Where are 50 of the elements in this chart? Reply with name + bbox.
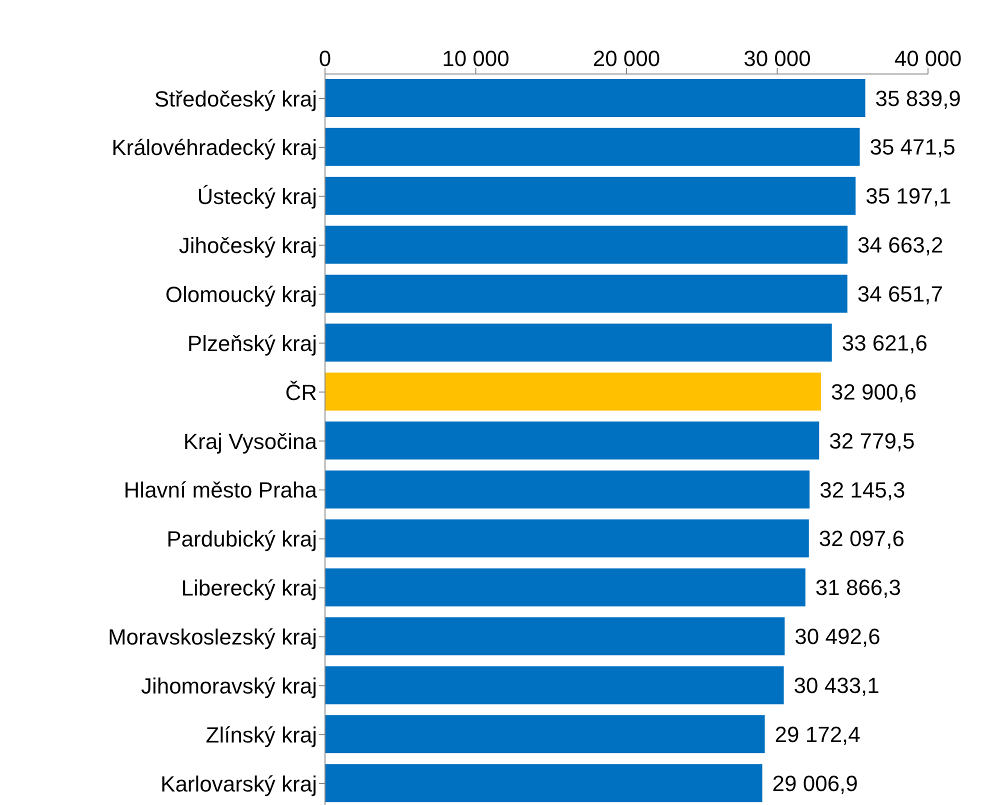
data-label: 34 651,7	[857, 282, 944, 307]
data-label: 35 471,5	[870, 134, 956, 160]
y-tick-label: Jihočeský kraj	[178, 233, 317, 258]
x-tick-label: 20 000	[592, 46, 660, 71]
data-label: 35 197,1	[866, 184, 952, 209]
data-label: 34 663,2	[858, 232, 944, 258]
y-tick-label: Jihomoravský kraj	[140, 673, 317, 698]
bar	[325, 324, 832, 362]
data-label: 32 097,6	[818, 526, 905, 552]
bar	[325, 176, 856, 215]
y-tick-label: Středočeský kraj	[154, 86, 317, 112]
y-tick-label: Olomoucký kraj	[165, 282, 317, 308]
bar	[325, 422, 820, 460]
data-label: 30 433,1	[794, 673, 880, 698]
y-tick-label: Zlínský kraj	[206, 722, 317, 748]
data-label: 31 866,3	[815, 575, 902, 600]
x-tick-label: 30 000	[744, 46, 811, 71]
data-label: 32 145,3	[820, 477, 906, 502]
x-tick-label: 10 000	[442, 46, 510, 71]
bar	[325, 226, 848, 264]
bar	[325, 274, 848, 313]
y-tick-label: Hlavní město Praha	[124, 478, 318, 503]
y-tick-label: Plzeňský kraj	[187, 330, 317, 356]
bar	[325, 470, 810, 508]
data-label: 29 172,4	[774, 722, 860, 747]
bar	[325, 79, 866, 117]
data-label: 30 492,6	[794, 624, 880, 650]
y-tick-label: Karlovarský kraj	[160, 771, 317, 796]
y-tick-label: ČR	[285, 380, 317, 405]
data-label: 35 839,9	[875, 86, 961, 111]
data-label: 29 006,9	[772, 770, 858, 796]
bar	[325, 666, 784, 704]
bar	[325, 568, 806, 606]
bar	[325, 617, 785, 656]
data-label: 33 621,6	[842, 330, 928, 356]
x-tick-label: 40 000	[894, 46, 962, 71]
data-label: 32 900,6	[830, 379, 917, 404]
bar	[325, 128, 860, 166]
y-tick-label: Královéhradecký kraj	[112, 135, 317, 160]
y-tick-label: Pardubický kraj	[166, 526, 317, 552]
bar	[325, 715, 765, 754]
bar	[325, 764, 762, 802]
y-tick-label: Kraj Vysočina	[183, 428, 318, 454]
y-tick-label: Ústecký kraj	[197, 184, 317, 210]
bar	[325, 372, 821, 411]
y-tick-label: Liberecký kraj	[181, 576, 317, 601]
bar	[325, 519, 809, 558]
data-label: 32 779,5	[829, 428, 915, 454]
y-tick-label: Moravskoslezský kraj	[108, 624, 317, 650]
x-tick-label: 0	[318, 46, 332, 71]
